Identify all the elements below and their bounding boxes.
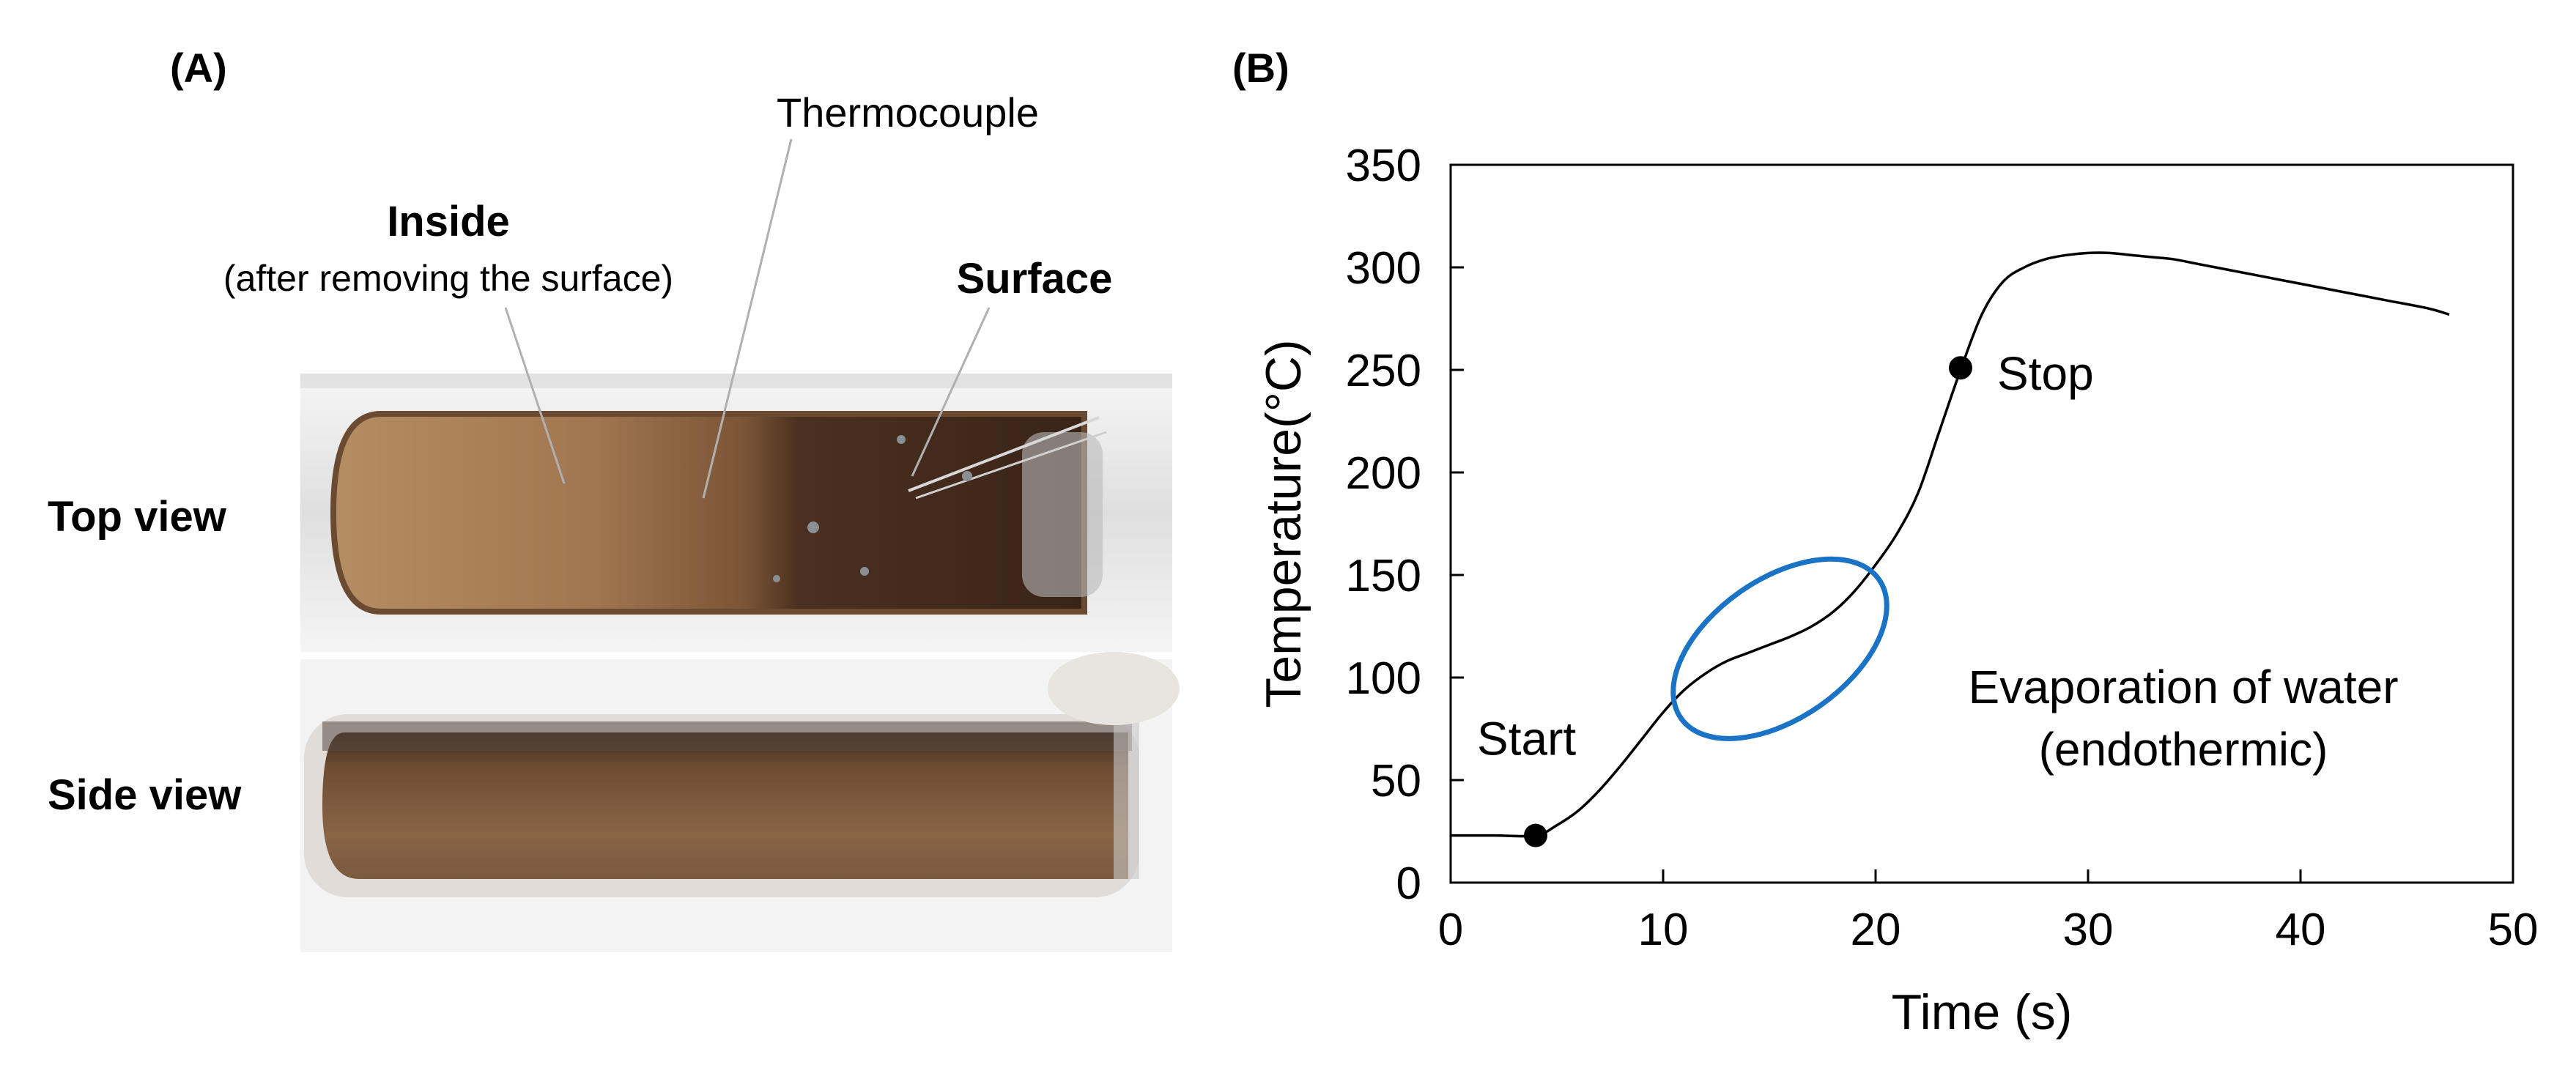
x-axis-label: Time (s)	[1892, 984, 2073, 1040]
side-view-label: Side view	[48, 771, 242, 819]
x-tick-label: 30	[2063, 905, 2114, 955]
top-view-label: Top view	[48, 493, 227, 541]
x-tick-label: 50	[2488, 905, 2539, 955]
axis-ticks: 0 10 20 30 40 50 0 50 100 150 200 250 300 350	[1346, 141, 2539, 955]
y-tick-label: 100	[1346, 653, 1421, 704]
surface-label: Surface	[957, 255, 1113, 303]
event-markers: Start Stop	[1477, 347, 2094, 847]
temperature-series-line	[1451, 251, 2450, 838]
panel-a-label: (A)	[170, 45, 227, 91]
plot-frame	[1449, 163, 2514, 884]
y-axis-label: Temperature(°C)	[1256, 339, 1311, 708]
x-tick-label: 20	[1851, 905, 1901, 955]
y-tick-label: 350	[1346, 141, 1421, 191]
surface-leader-line	[911, 307, 991, 477]
start-label: Start	[1477, 713, 1576, 765]
panel-b-label: (B)	[1232, 45, 1289, 91]
inside-label: Inside	[387, 198, 510, 245]
evaporation-label-line2: (endothermic)	[2039, 723, 2328, 776]
x-tick-label: 10	[1638, 905, 1689, 955]
y-tick-label: 300	[1346, 243, 1421, 294]
thermocouple-label: Thermocouple	[777, 89, 1039, 136]
start-marker	[1524, 823, 1547, 847]
side-view-photo	[300, 652, 1180, 952]
y-tick-label: 150	[1346, 551, 1421, 601]
evaporation-ellipse	[1670, 556, 1890, 741]
stop-label: Stop	[1997, 347, 2094, 400]
inside-note: (after removing the surface)	[223, 258, 673, 299]
evaporation-label-line1: Evaporation of water	[1969, 661, 2399, 713]
top-view-photo	[300, 374, 1172, 652]
inside-leader-line	[504, 307, 566, 484]
y-tick-label: 250	[1346, 346, 1421, 396]
x-tick-label: 40	[2276, 905, 2326, 955]
y-tick-label: 200	[1346, 448, 1421, 499]
thermocouple-leader-line	[702, 138, 793, 499]
stop-marker	[1949, 356, 1972, 380]
y-tick-label: 50	[1371, 756, 1421, 806]
x-tick-label: 0	[1438, 905, 1463, 955]
y-tick-label: 0	[1396, 858, 1421, 909]
